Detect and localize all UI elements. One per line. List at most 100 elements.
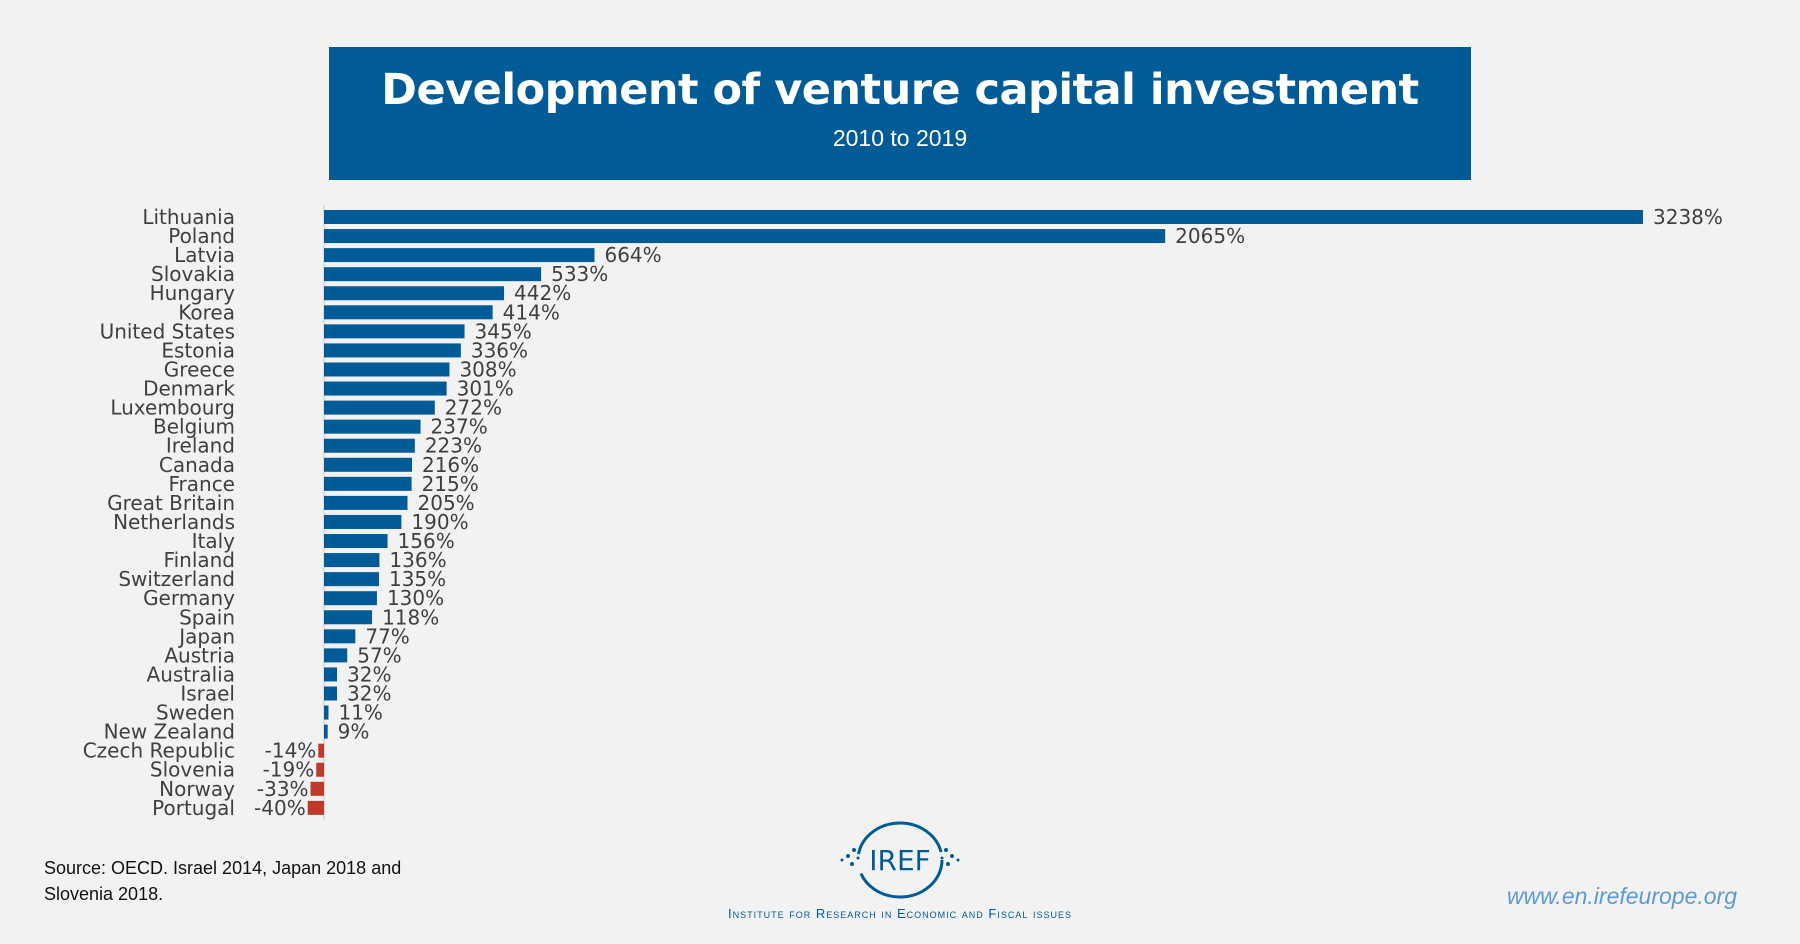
data-label: 414% bbox=[503, 300, 560, 324]
data-label: 272% bbox=[445, 396, 502, 420]
category-label: Japan bbox=[177, 624, 235, 648]
bar bbox=[324, 591, 377, 606]
bar bbox=[324, 286, 505, 301]
category-label: United States bbox=[100, 319, 235, 343]
data-label: 2065% bbox=[1175, 224, 1245, 248]
data-label: 135% bbox=[389, 567, 446, 591]
data-label: 77% bbox=[365, 624, 409, 648]
data-label: 11% bbox=[338, 701, 382, 725]
data-label: 136% bbox=[389, 548, 446, 572]
data-label: 216% bbox=[422, 453, 479, 477]
data-label: -14% bbox=[265, 739, 317, 763]
data-label: -33% bbox=[257, 777, 309, 801]
bar bbox=[324, 381, 447, 396]
category-label: Slovakia bbox=[151, 262, 235, 286]
bar bbox=[324, 534, 388, 549]
data-label: 442% bbox=[514, 281, 571, 305]
category-label: Denmark bbox=[143, 377, 235, 401]
data-label: 237% bbox=[431, 415, 488, 439]
category-label: Netherlands bbox=[113, 510, 235, 534]
bar bbox=[324, 248, 595, 263]
bar bbox=[324, 553, 380, 568]
category-label: Sweden bbox=[156, 701, 235, 725]
data-label: 190% bbox=[411, 510, 468, 534]
bar bbox=[324, 629, 356, 644]
category-label: Hungary bbox=[150, 281, 236, 305]
data-label: 32% bbox=[347, 682, 391, 706]
bar bbox=[307, 800, 324, 815]
category-label: Slovenia bbox=[150, 758, 235, 782]
category-label: Italy bbox=[192, 529, 236, 553]
website-link[interactable]: www.en.irefeurope.org bbox=[1506, 883, 1737, 909]
bar bbox=[324, 457, 412, 472]
category-label: Switzerland bbox=[118, 567, 235, 591]
category-label: Belgium bbox=[153, 415, 235, 439]
data-label: 9% bbox=[338, 720, 370, 744]
bar bbox=[324, 419, 421, 434]
source-line-1: Source: OECD. Israel 2014, Japan 2018 an… bbox=[44, 858, 402, 878]
category-label: Luxembourg bbox=[110, 396, 235, 420]
category-label: Korea bbox=[178, 300, 235, 324]
category-label: Ireland bbox=[166, 434, 235, 458]
category-label: Greece bbox=[164, 357, 235, 381]
bar bbox=[318, 743, 324, 758]
bar-chart: Lithuania 3238% Poland 2065% Latvia 664% Slova… bbox=[83, 205, 1723, 820]
category-label: Israel bbox=[180, 682, 235, 706]
category-label: Finland bbox=[164, 548, 235, 572]
chart-subtitle: 2010 to 2019 bbox=[832, 125, 968, 151]
bar bbox=[324, 705, 329, 720]
category-label: Czech Republic bbox=[83, 739, 235, 763]
bar bbox=[324, 438, 415, 453]
data-label: 57% bbox=[357, 643, 401, 667]
category-label: Spain bbox=[179, 605, 235, 629]
bar bbox=[324, 572, 379, 587]
data-label: 664% bbox=[604, 243, 661, 267]
chart-title: Development of venture capital investmen… bbox=[381, 65, 1419, 115]
bar bbox=[324, 667, 338, 682]
category-label: Lithuania bbox=[142, 205, 235, 229]
bar bbox=[324, 267, 542, 282]
source-line-2: Slovenia 2018. bbox=[44, 884, 164, 904]
bar bbox=[324, 724, 328, 739]
title-banner: Development of venture capital investmen… bbox=[329, 47, 1471, 180]
category-label: Great Britain bbox=[107, 491, 235, 515]
category-label: Norway bbox=[159, 777, 235, 801]
category-label: France bbox=[168, 472, 235, 496]
bar bbox=[324, 400, 435, 415]
bar bbox=[324, 362, 450, 377]
data-label: 130% bbox=[387, 586, 444, 610]
data-label: 308% bbox=[459, 357, 516, 381]
bar bbox=[324, 305, 493, 320]
iref-logo: IREF bbox=[840, 821, 960, 899]
data-label: 156% bbox=[398, 529, 455, 553]
bar bbox=[324, 648, 348, 663]
data-label: -40% bbox=[254, 796, 306, 820]
category-label: Austria bbox=[164, 643, 235, 667]
bar bbox=[324, 343, 461, 358]
category-label: Poland bbox=[168, 224, 235, 248]
data-label: 345% bbox=[475, 319, 532, 343]
data-label: 223% bbox=[425, 434, 482, 458]
category-label: Portugal bbox=[152, 796, 235, 820]
data-label: 301% bbox=[457, 377, 514, 401]
bar bbox=[324, 476, 412, 491]
category-label: Australia bbox=[147, 662, 235, 686]
category-label: Estonia bbox=[161, 338, 235, 362]
category-label: Latvia bbox=[174, 243, 235, 267]
data-label: 32% bbox=[347, 662, 391, 686]
data-label: 336% bbox=[471, 338, 528, 362]
data-label: 118% bbox=[382, 605, 439, 629]
institute-tagline: Institute for Research in Economic and F… bbox=[728, 906, 1072, 921]
bar bbox=[324, 324, 465, 339]
bar bbox=[324, 229, 1166, 244]
category-label: New Zealand bbox=[104, 720, 235, 744]
data-label: 3238% bbox=[1653, 205, 1723, 229]
data-label: 533% bbox=[551, 262, 608, 286]
source-note: Source: OECD. Israel 2014, Japan 2018 an… bbox=[44, 855, 401, 907]
category-label: Canada bbox=[159, 453, 235, 477]
category-label: Germany bbox=[143, 586, 235, 610]
data-label: 205% bbox=[418, 491, 475, 515]
bar bbox=[310, 781, 324, 796]
data-label: -19% bbox=[263, 758, 315, 782]
data-label: 215% bbox=[422, 472, 479, 496]
